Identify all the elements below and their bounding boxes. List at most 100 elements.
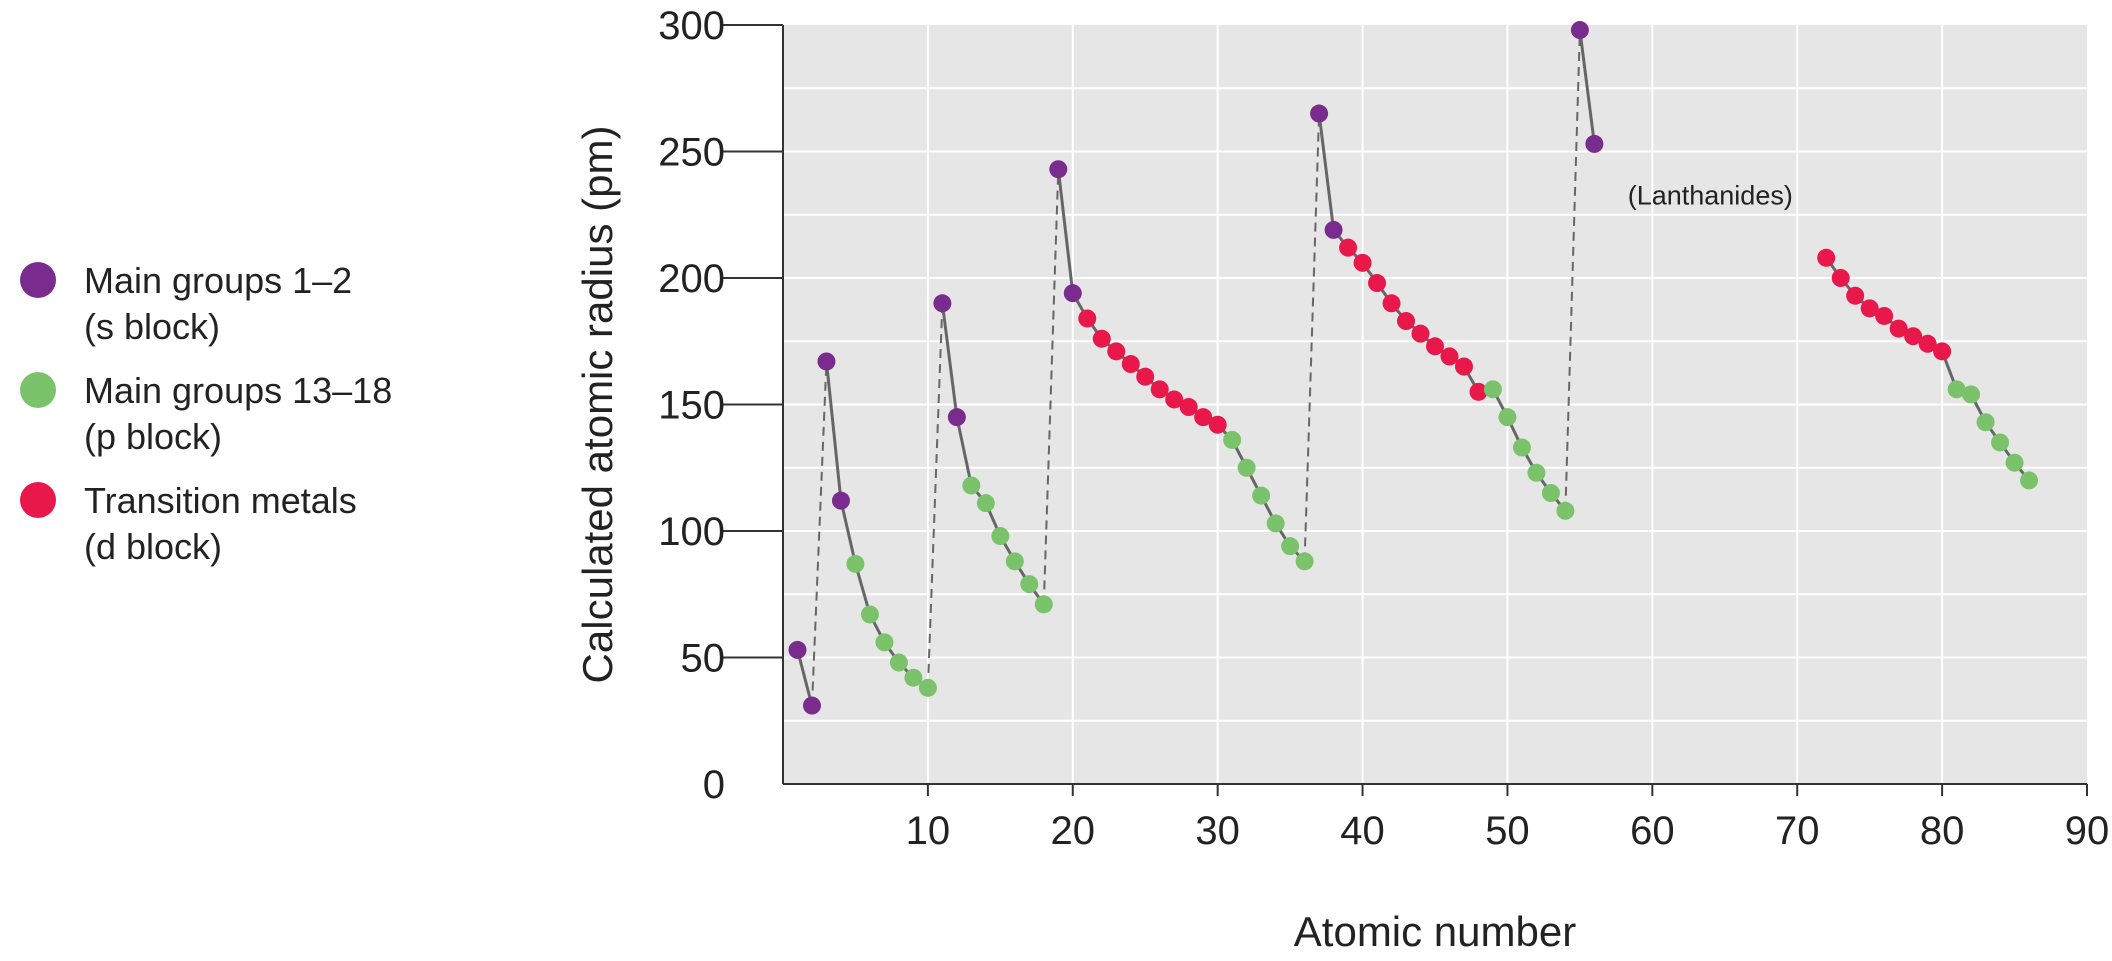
data-point-d-block	[1875, 306, 1894, 325]
data-point-p-block	[2005, 453, 2024, 472]
data-point-p-block	[962, 476, 981, 495]
data-point-d-block	[1179, 398, 1198, 417]
data-point-d-block	[1165, 390, 1184, 409]
data-point-d-block	[1426, 337, 1444, 356]
data-point-p-block	[918, 678, 937, 697]
data-point-d-block	[1469, 382, 1488, 401]
data-point-s-block	[1063, 284, 1082, 303]
data-point-p-block	[889, 653, 908, 672]
data-points	[788, 21, 2039, 715]
data-point-d-block	[1846, 286, 1865, 305]
data-point-d-block	[1353, 253, 1372, 272]
x-tick-label: 80	[1920, 809, 1965, 853]
data-point-p-block	[1541, 484, 1560, 503]
y-tick-label: 150	[658, 384, 725, 428]
data-point-p-block	[1483, 380, 1502, 399]
data-point-d-block	[1860, 299, 1879, 318]
legend-label-line2: (d block)	[84, 526, 223, 567]
y-tick-label: 0	[703, 763, 725, 807]
y-tick-label: 100	[658, 510, 725, 554]
data-point-d-block	[1831, 269, 1850, 287]
data-point-d-block	[1339, 238, 1358, 257]
x-tick-label: 70	[1775, 809, 1820, 853]
data-point-s-block	[1310, 104, 1329, 123]
data-point-p-block	[1223, 430, 1242, 449]
data-point-p-block	[1498, 408, 1517, 427]
data-point-d-block	[1368, 274, 1387, 293]
data-point-d-block	[1440, 347, 1459, 366]
data-point-p-block	[875, 633, 894, 652]
data-point-d-block	[1397, 312, 1416, 331]
data-point-p-block	[1512, 438, 1531, 457]
data-point-s-block	[1049, 160, 1068, 179]
data-point-d-block	[1904, 327, 1923, 346]
data-point-p-block	[1962, 385, 1981, 404]
tick-labels: 0 50 100 150 200 250 300 10 20 30 40 50 60 70 80 90	[658, 4, 2109, 853]
data-point-d-block	[1107, 342, 1126, 361]
x-tick-label: 90	[2065, 809, 2110, 853]
data-point-p-block	[1991, 433, 2010, 452]
data-point-p-block	[2020, 471, 2039, 490]
data-point-s-block	[1570, 21, 1589, 40]
data-point-p-block	[1020, 575, 1039, 594]
x-tick-label: 40	[1340, 809, 1385, 853]
legend-item-d-block: Transition metals (d block)	[20, 478, 480, 570]
data-point-p-block	[1005, 552, 1024, 571]
data-point-d-block	[1194, 408, 1213, 427]
data-point-p-block	[1281, 537, 1300, 556]
chart-legend: Main groups 1–2 (s block) Main groups 13…	[20, 258, 480, 588]
data-point-s-block	[831, 491, 850, 510]
data-point-s-block	[947, 408, 966, 427]
legend-label-line1: Transition metals	[84, 480, 357, 521]
data-point-d-block	[1121, 355, 1140, 374]
x-tick-label: 10	[906, 809, 951, 853]
y-tick-label: 200	[658, 257, 725, 301]
axes	[720, 24, 2088, 796]
trend-line	[1578, 29, 1596, 145]
legend-label-s-block: Main groups 1–2 (s block)	[84, 258, 352, 350]
x-tick-label: 20	[1051, 809, 1096, 853]
period-jump-dashed-line	[1564, 30, 1581, 511]
data-point-s-block	[802, 696, 821, 715]
data-point-d-block	[1918, 334, 1937, 353]
data-point-d-block	[1817, 248, 1836, 267]
data-point-s-block	[1324, 220, 1343, 239]
y-tick-label: 50	[681, 637, 726, 681]
data-point-p-block	[1034, 595, 1053, 614]
data-point-d-block	[1411, 324, 1430, 343]
period-jump-dashed-line	[926, 303, 944, 688]
legend-label-line2: (s block)	[84, 306, 221, 347]
period-jump-dashed-line	[1042, 169, 1060, 605]
data-point-p-block	[1252, 486, 1271, 505]
data-point-d-block	[1208, 415, 1227, 434]
x-axis-title: Atomic number	[1294, 908, 1576, 955]
data-point-s-block	[933, 294, 952, 313]
data-point-p-block	[1527, 463, 1546, 482]
data-point-p-block	[991, 527, 1010, 546]
data-point-d-block	[1078, 309, 1097, 328]
x-tick-label: 60	[1630, 809, 1675, 853]
x-tick-label: 50	[1485, 809, 1530, 853]
legend-item-s-block: Main groups 1–2 (s block)	[20, 258, 480, 350]
data-point-d-block	[1092, 329, 1111, 348]
data-point-p-block	[1295, 552, 1314, 571]
y-tick-label: 250	[658, 131, 725, 175]
legend-label-d-block: Transition metals (d block)	[84, 478, 357, 570]
data-point-p-block	[904, 668, 923, 687]
period-jump-dashed-line	[810, 361, 828, 706]
data-point-s-block	[817, 352, 836, 371]
legend-label-line2: (p block)	[84, 416, 223, 457]
data-point-p-block	[846, 554, 865, 573]
legend-swatch-s-block	[20, 262, 56, 298]
data-point-p-block	[976, 494, 995, 513]
legend-label-p-block: Main groups 13–18 (p block)	[84, 368, 392, 460]
data-point-p-block	[1976, 413, 1995, 432]
legend-label-line1: Main groups 13–18	[84, 370, 393, 411]
data-point-d-block	[1382, 294, 1401, 313]
data-point-s-block	[1585, 134, 1604, 153]
data-point-p-block	[1947, 380, 1966, 399]
data-point-p-block	[1266, 514, 1285, 533]
y-tick-label: 300	[658, 4, 725, 48]
y-axis-title: Calculated atomic radius (pm)	[574, 126, 621, 684]
